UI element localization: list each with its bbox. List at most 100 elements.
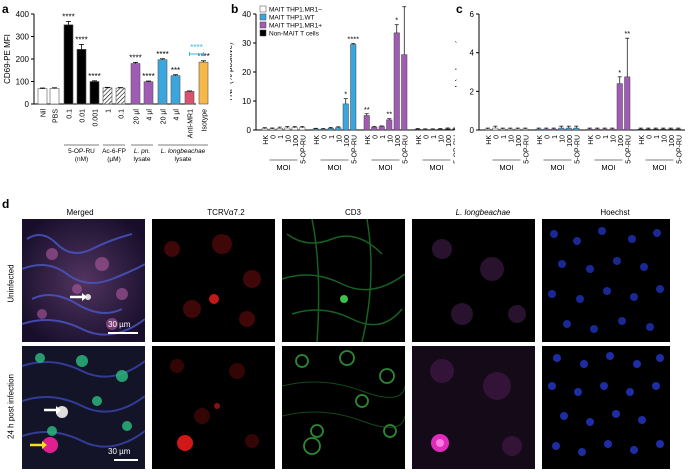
x-tick-label: 5-OP-RU (625, 135, 632, 164)
image-merged-infected: 30 µm (22, 346, 145, 469)
bar (320, 128, 327, 131)
bar (484, 128, 491, 131)
x-tick-label: 1 (552, 135, 559, 139)
x-tick-label: HK (314, 135, 321, 145)
bar (401, 54, 408, 131)
bar (573, 127, 580, 131)
significance-stars: * (618, 68, 621, 77)
x-tick-label: HK (416, 135, 423, 145)
bar (616, 83, 623, 131)
x-tick-label: 5-OP-RU (402, 135, 409, 164)
bar (594, 128, 601, 131)
bar (157, 59, 168, 105)
x-tick-label: 100 (395, 135, 402, 147)
y-axis-label: TNF (% positive) (230, 42, 234, 102)
panel-label-d: d (2, 197, 10, 211)
x-tick-label: 0 (493, 135, 500, 139)
image-cd3-infected (282, 346, 405, 469)
scale-bar-label-infected: 30 µm (108, 447, 131, 456)
significance-stars: **** (62, 12, 74, 21)
bar (422, 129, 429, 131)
y-tick-label: 10 (242, 97, 251, 106)
x-tick-label: 10 (387, 135, 394, 143)
bar (76, 49, 87, 105)
x-tick-label: HK (263, 135, 270, 145)
bar (312, 128, 319, 131)
bar (645, 128, 652, 131)
image-llongbeachae-uninfected (412, 219, 535, 342)
legend-swatch (259, 29, 267, 37)
x-tick-label: 0 (372, 135, 379, 139)
column-label-hoechst: Hoechst (600, 208, 630, 217)
bar (184, 91, 195, 105)
x-tick-label: 20 µl (161, 109, 168, 125)
x-tick-label: HK (486, 135, 493, 145)
legend-label: Non-MAIT T cells (269, 31, 320, 38)
image-tcr-uninfected (152, 219, 275, 342)
y-tick-label: 0 (247, 126, 252, 135)
y-tick-label: 2 (470, 87, 475, 96)
bar (507, 128, 514, 131)
y-tick-label: 40 (242, 10, 251, 19)
y-tick-label: 0 (25, 100, 30, 109)
significance-stars: * (395, 16, 398, 25)
image-merged-uninfected: 30 µm (22, 219, 145, 342)
x-tick-label: 10 (438, 135, 445, 143)
x-tick-label: 20 µl (134, 109, 141, 125)
x-tick-label: 1 (431, 135, 438, 139)
y-tick-label: 30 (242, 39, 251, 48)
bar (130, 63, 141, 105)
y-tick-label: 0 (470, 126, 475, 135)
x-tick-label: 0.001 (93, 109, 100, 127)
x-tick-label: 10 (661, 135, 668, 143)
legend-swatch (259, 21, 267, 29)
group-label: L. pn. (134, 148, 150, 155)
image-hoechst-uninfected (542, 219, 670, 342)
x-tick-label: Isotype (202, 109, 209, 132)
panel-label-b: b (231, 2, 239, 16)
x-tick-label: 0.1 (67, 109, 74, 119)
x-tick-label: HK (537, 135, 544, 145)
row-label-uninfected: Uninfected (6, 264, 16, 303)
image-hoechst-infected (542, 346, 670, 469)
image-llongbeachae-infected (412, 346, 535, 469)
significance-stars: **** (75, 35, 87, 44)
significance-stars: * (344, 90, 347, 99)
bar (284, 127, 291, 131)
bar (363, 115, 370, 131)
bar (601, 128, 608, 131)
group-label-unit: lysate (175, 156, 192, 163)
y-tick-label: 200 (16, 55, 30, 64)
y-tick-label: 400 (16, 10, 30, 19)
bar (637, 128, 644, 131)
x-tick-label: 1 (654, 135, 661, 139)
significance-stars: **** (197, 52, 209, 61)
x-tick-label: Anti-MR1 (188, 109, 195, 138)
x-tick-label: 0 (595, 135, 602, 139)
bar (115, 87, 126, 105)
group-label: Ac-6-FP (102, 148, 126, 155)
bar (37, 88, 48, 105)
y-tick-label: 300 (16, 33, 30, 42)
y-tick-label: 20 (242, 68, 251, 77)
bar (89, 81, 100, 105)
significance-stars: **** (88, 72, 100, 81)
x-tick-label: 0 (270, 135, 277, 139)
x-tick-label: PBS (53, 109, 60, 123)
bar (586, 128, 593, 131)
bar (170, 75, 181, 105)
x-tick-label: 100 (516, 135, 523, 147)
legend-swatch (259, 13, 267, 21)
group-label-unit: (nM) (75, 156, 88, 163)
significance-stars: *** (171, 66, 180, 75)
moi-label: MOI (601, 163, 615, 172)
moi-label: MOI (276, 163, 290, 172)
x-tick-label: 1 (278, 135, 285, 139)
x-tick-label: 100 (669, 135, 676, 147)
x-tick-label: 4 µl (174, 109, 181, 121)
group-label: 5-OP-RU (68, 148, 95, 155)
bar (327, 128, 334, 131)
bar (342, 103, 349, 131)
comparison-stars: **** (190, 43, 202, 52)
